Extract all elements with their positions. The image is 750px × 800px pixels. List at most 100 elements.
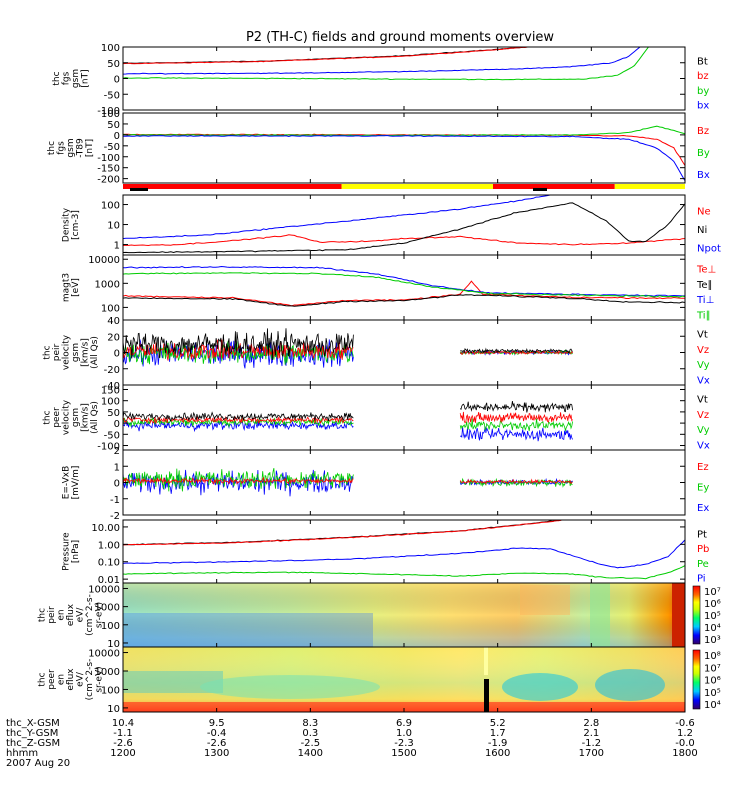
- series-Vx: [459, 426, 573, 442]
- legend-label: Pb: [697, 544, 709, 555]
- panel-ylabel-line: gsm: [71, 408, 81, 427]
- y-tick-label: 20: [107, 332, 120, 343]
- legend-label: Ex: [697, 503, 709, 514]
- y-tick-label: 10: [107, 704, 120, 715]
- y-tick-label: -100: [97, 442, 120, 453]
- panel-ylabel-line: [km/s]: [80, 403, 90, 432]
- panel-ylabel: thc peir velocity gsm [km/s] (All Qs): [42, 334, 100, 370]
- legend-label: Vx: [697, 375, 710, 386]
- y-tick-label: 10: [107, 639, 120, 650]
- colorbar-tick-label: 10⁴: [704, 700, 721, 711]
- panel-ylabel-line: eflux: [66, 668, 76, 691]
- panel-ylabel-line: [cm-3]: [71, 210, 81, 240]
- x-tick-label-x_gsm: 2.8: [583, 718, 599, 729]
- panel-ylabel-line: en: [57, 609, 67, 620]
- legend-label: Pi: [697, 574, 706, 585]
- x-tick-label-z_gsm: -2.6: [207, 738, 227, 749]
- mode-bar-marker: [130, 188, 148, 191]
- panel-ylabel-line: velocity: [61, 334, 71, 370]
- series-Ey: [123, 468, 354, 492]
- y-tick-label: 150: [101, 385, 120, 396]
- y-tick-label: -50: [104, 142, 120, 153]
- panel-ylabel-line: E=-VxB: [61, 466, 71, 500]
- y-tick-label: 0: [114, 419, 120, 430]
- panel-ylabel: thc peer en eflux eV/(cm^2-s-sr-eV): [38, 659, 105, 701]
- y-tick-label: 0: [114, 131, 120, 142]
- panel-peer-en-eflux: thc peer en eflux eV/(cm^2-s-sr-eV)10000 1000…: [38, 646, 721, 715]
- panel-ylabel-line: (cm^2-s-: [85, 659, 95, 701]
- panel-series-group: [123, 265, 685, 307]
- x-tick-label-z_gsm: -2.6: [113, 738, 133, 749]
- panel-ylabel-line: thc: [38, 608, 48, 622]
- panel-ylabel-line: thc: [38, 672, 48, 686]
- series-Pe: [123, 565, 685, 580]
- panel-ylabel-line: Pressure: [61, 532, 71, 571]
- y-tick-label: 10000: [88, 584, 120, 595]
- mode-bar-marker: [533, 188, 547, 191]
- series-Vy: [459, 418, 573, 432]
- series-Vt: [123, 328, 354, 361]
- colorbar-tick-label: 10⁷: [704, 587, 721, 598]
- y-tick-label: -2: [110, 511, 120, 522]
- series-Te⊥: [123, 280, 685, 307]
- y-tick-label: 1.00: [98, 540, 120, 551]
- mode-bar-segment: [123, 184, 342, 189]
- x-tick-label-z_gsm: -0.0: [675, 738, 695, 749]
- y-tick-label: 1000: [95, 667, 120, 678]
- x-tick-label-hhmm: 1700: [579, 748, 604, 759]
- panel-series-group: [123, 468, 573, 497]
- panel-e-vxb: E=-VxB [mV/m] 2 1 0 -1 -2 Ez Ey Ex: [61, 446, 709, 522]
- series-Bx: [123, 134, 685, 182]
- series-Ti⊥: [123, 265, 685, 297]
- y-tick-label: -150: [97, 164, 120, 175]
- panel-series-group: [123, 328, 573, 369]
- x-tick-label-z_gsm: -2.5: [301, 738, 321, 749]
- x-tick-label-y_gsm: 1.2: [677, 728, 693, 739]
- x-row-label: thc_Y-GSM: [6, 728, 58, 739]
- panel-fgs-gsm: thc fgs gsm [nT] 100 50 0 -50 -100 Bt bz by bx: [52, 43, 710, 117]
- x-tick-label-x_gsm: 9.5: [209, 718, 225, 729]
- series-Vz: [123, 339, 354, 361]
- panel-ylabel-line: en: [57, 674, 67, 685]
- panel-ylabel-line: fgs: [61, 71, 71, 85]
- y-tick-label: -40: [104, 381, 120, 392]
- y-tick-label: 1000: [95, 279, 120, 290]
- y-tick-label: 10000: [88, 649, 120, 660]
- y-tick-label: 100: [101, 621, 120, 632]
- series-Vt: [123, 411, 354, 423]
- y-tick-label: -1: [110, 495, 120, 506]
- panel-ylabel-line: (cm^2-s-: [85, 594, 95, 636]
- colorbar-tick-label: 10⁵: [704, 611, 721, 622]
- x-tick-label-hhmm: 1200: [110, 748, 135, 759]
- y-tick-label: 10000: [88, 255, 120, 266]
- legend-label: Ne: [697, 206, 711, 217]
- x-tick-label-hhmm: 1300: [204, 748, 229, 759]
- panel-ylabel-line: sr-eV): [95, 666, 105, 692]
- panel-pressure: Pressure [nPa] 10.00 1.00 0.10 0.01 Pt Pb Pe Pi: [61, 519, 709, 586]
- heatmap-overlay: [123, 647, 685, 712]
- panel-ylabel-line: (All Qs): [90, 401, 100, 434]
- mode-bar-segment: [492, 184, 615, 189]
- panel-fgs-gsm-t89: thc fgs gsm -T89 [nT]100500-50-100-150-200Bz…: [47, 109, 710, 186]
- legend-label: Vz: [697, 345, 709, 356]
- legend-label: Vy: [697, 360, 710, 371]
- y-tick-label: 10.00: [91, 523, 120, 534]
- panel-peir-en-eflux: thc peir en eflux eV/(cm^2-s-sr-eV)100001000…: [38, 582, 721, 650]
- heatmap-feature: [484, 647, 488, 675]
- y-tick-label: 1000: [95, 603, 120, 614]
- panel-ylabel-line: gsm: [71, 69, 81, 88]
- x-axis-layer: 10.4-1.1-2.612009.5-0.4-2.613008.30.3-2.…: [6, 718, 698, 769]
- y-tick-label: 0: [114, 349, 120, 360]
- legend-label: Pt: [697, 529, 707, 540]
- x-row-label: thc_Z-GSM: [6, 738, 60, 749]
- colorbar-tick-label: 10⁷: [704, 663, 721, 674]
- legend-label: Ez: [697, 462, 709, 473]
- panel-ylabel-line: (All Qs): [90, 336, 100, 369]
- legend-label: Vy: [697, 425, 710, 436]
- legend-label: Bx: [697, 170, 710, 181]
- panel-ylabel-line: peer: [47, 669, 57, 690]
- heatmap-feature: [672, 583, 685, 647]
- x-tick-label-hhmm: 1800: [672, 748, 697, 759]
- legend-label: Te⊥: [696, 265, 716, 276]
